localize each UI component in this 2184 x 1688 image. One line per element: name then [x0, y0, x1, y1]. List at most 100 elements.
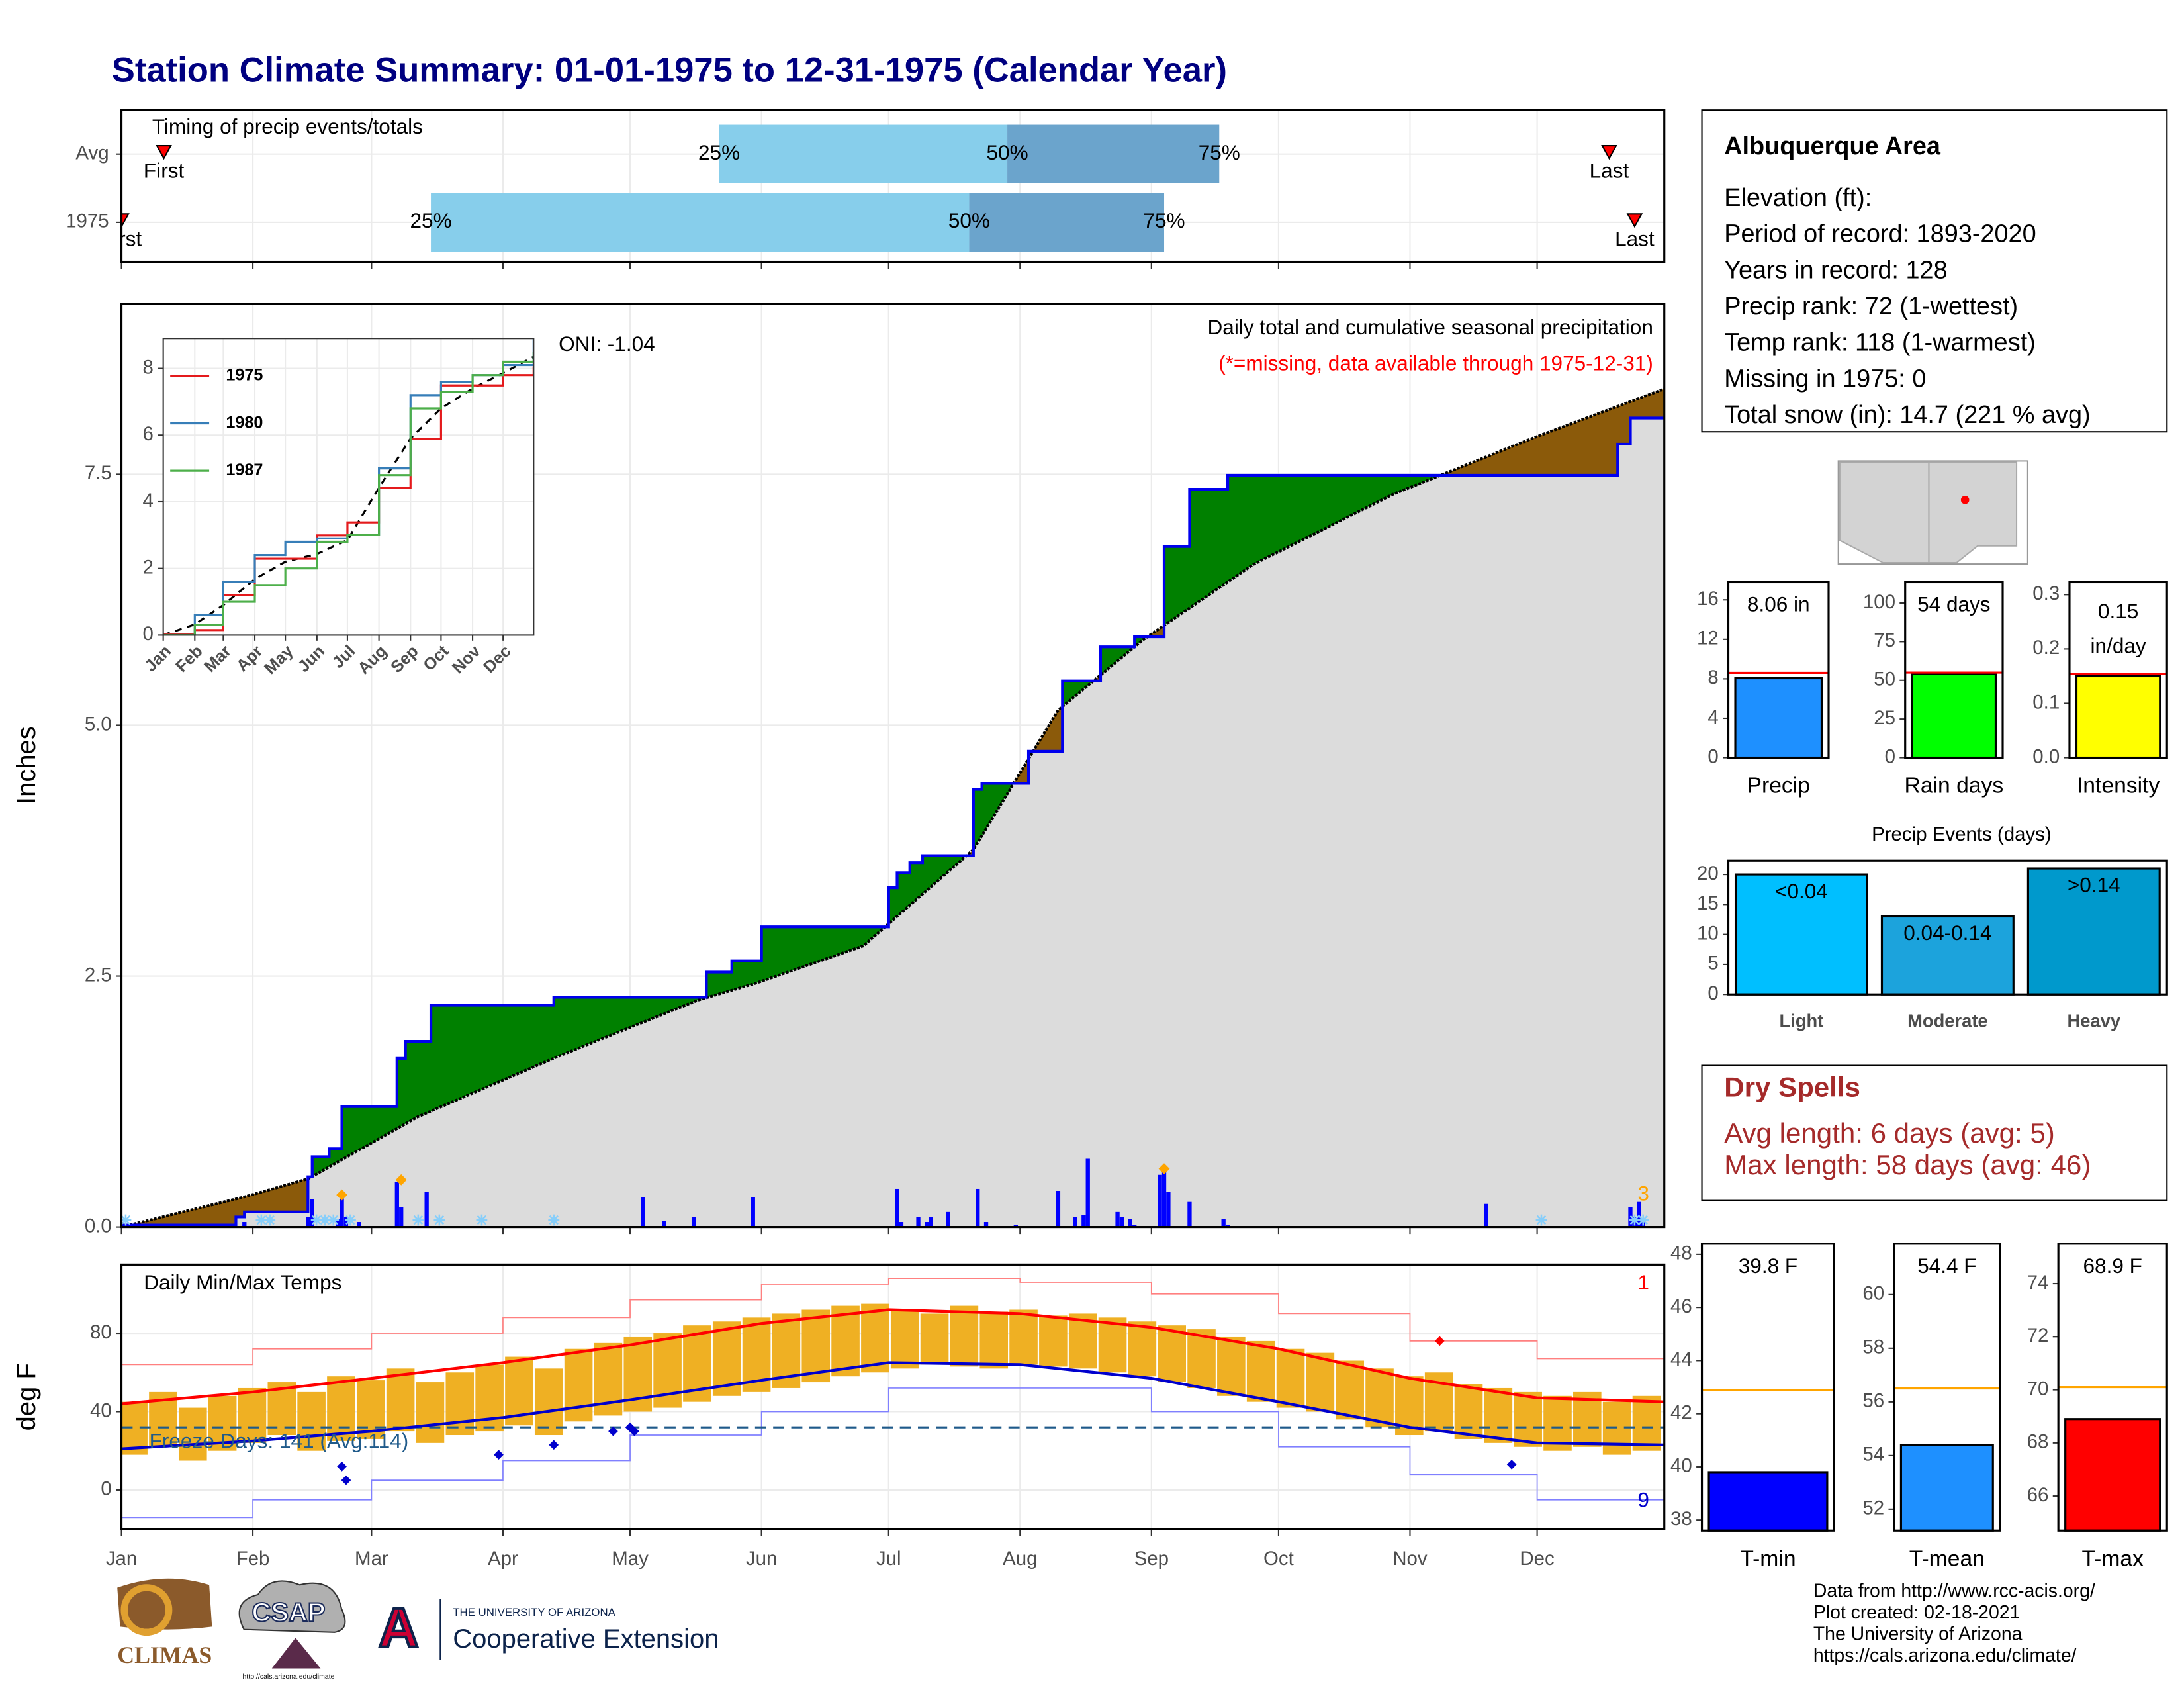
snow-star	[255, 1214, 267, 1226]
temp-range-bar	[920, 1313, 949, 1365]
bar	[1707, 1471, 1829, 1532]
y-tick-label: 4	[143, 490, 154, 512]
plot-area	[163, 338, 534, 635]
temps-title: Daily Min/Max Temps	[144, 1270, 341, 1294]
snow-star	[328, 1214, 340, 1226]
snow-star	[319, 1214, 331, 1226]
category-label: Intensity	[2077, 774, 2160, 798]
value-label: 39.8 F	[1739, 1254, 1797, 1278]
temp-range-bar	[1276, 1348, 1305, 1408]
plot-frame	[1904, 581, 2004, 759]
info-line: Elevation (ft):	[1724, 184, 1872, 212]
note: (*=missing, data available through 1975-…	[1218, 352, 1653, 375]
quartile-label: 75%	[1143, 209, 1185, 232]
series-line	[163, 352, 534, 635]
daily-bar	[306, 1217, 310, 1227]
plot-area: 25% 50% 75% First Last 25% 50% 75% First Last Timi…	[121, 110, 1664, 262]
y-tick-label: 100	[1863, 591, 1895, 613]
x-tick-label: Jan	[106, 1548, 137, 1570]
record-marker	[341, 1475, 351, 1485]
y-tick-label: 70	[2027, 1378, 2049, 1399]
y-tick-label: 5	[1707, 953, 1718, 974]
bar	[2075, 675, 2161, 759]
daily-bar	[929, 1217, 933, 1227]
x-tick-label: Jun	[746, 1548, 777, 1570]
y-tick-label: 0	[143, 623, 154, 645]
record-high-line	[121, 1278, 1664, 1366]
event-marker	[1601, 145, 1617, 160]
temp-range-bar	[979, 1311, 1009, 1369]
bar	[1734, 873, 1868, 996]
precip-marker	[336, 1189, 347, 1201]
event-label: Last	[1615, 227, 1655, 251]
y-axis-label: Inches	[12, 726, 41, 804]
plot-frame	[1700, 1243, 1835, 1532]
y-tick-label: 0.1	[2032, 691, 2060, 713]
y-tick-label: 25	[1874, 707, 1895, 729]
plot-frame	[1893, 1243, 2001, 1532]
dry-spells-lines: Avg length: 6 days (avg: 5)Max length: 5…	[1724, 1117, 2091, 1180]
count-label: 3	[1637, 1182, 1649, 1205]
y-tick-label: 0	[101, 1478, 111, 1500]
avg-max-line	[121, 1308, 1664, 1405]
y-tick-label: 66	[2027, 1484, 2049, 1506]
temp-range-bar	[238, 1387, 267, 1443]
legend-label: 1980	[226, 413, 263, 432]
y-tick-label: 48	[1670, 1243, 1692, 1264]
csap-mountain	[271, 1638, 321, 1669]
freeze-label: Freeze Days: 141 (Avg:114)	[150, 1429, 409, 1453]
x-tick-label: Sep	[1134, 1548, 1169, 1570]
daily-bar	[1484, 1203, 1488, 1227]
x-tick-label: Oct	[1263, 1548, 1294, 1570]
legend-label: 1975	[226, 366, 263, 385]
dry-spell-line: Avg length: 6 days (avg: 5)	[1724, 1117, 2055, 1149]
csap-url: http://cals.arizona.edu/climate	[243, 1673, 335, 1681]
quartile-bar	[969, 193, 1165, 252]
value-label: 68.9 F	[2083, 1254, 2142, 1278]
category-label: Light	[1780, 1011, 1824, 1031]
temp-range-bar	[1454, 1384, 1483, 1439]
daily-bar	[662, 1221, 666, 1227]
snow-star	[433, 1214, 445, 1226]
row-label: Avg	[75, 142, 109, 164]
temp-range-bar	[1068, 1313, 1097, 1369]
daily-bar	[641, 1197, 645, 1227]
daily-bar	[310, 1199, 314, 1227]
plot-frame	[120, 109, 1666, 263]
y-tick-label: 2.5	[85, 964, 112, 986]
event-marker	[121, 213, 130, 228]
temp-range-bar	[1009, 1309, 1038, 1365]
category-label: T-max	[2081, 1546, 2144, 1571]
y-tick-label: 44	[1670, 1348, 1692, 1370]
daily-bar	[1081, 1215, 1086, 1227]
quartile-label: 50%	[986, 140, 1028, 164]
snow-star	[344, 1214, 356, 1226]
quartile-bar	[1007, 124, 1220, 183]
csap-text: CSAP	[251, 1598, 325, 1627]
quartile-label: 50%	[948, 209, 990, 232]
value-label: 8.06 in	[1747, 592, 1810, 616]
y-tick-label: 8	[1707, 667, 1718, 688]
snow-star	[548, 1214, 560, 1226]
daily-bar	[1187, 1201, 1192, 1227]
value-label: 54.4 F	[1917, 1254, 1976, 1278]
bar	[1734, 677, 1823, 759]
y-tick-label: 72	[2027, 1325, 2049, 1346]
daily-bar	[343, 1217, 349, 1227]
temp-range-bar	[327, 1376, 355, 1441]
y-tick-label: 4	[1707, 706, 1718, 728]
temp-range-bar	[831, 1305, 860, 1377]
snow-star	[310, 1214, 322, 1226]
y-tick-label: 50	[1874, 669, 1895, 690]
credit-line: The University of Arizona	[1813, 1624, 2023, 1645]
dry-spells-title: Dry Spells	[1724, 1071, 1860, 1102]
y-tick-label: 5.0	[85, 713, 112, 735]
y-tick-label: 60	[1862, 1283, 1884, 1305]
daily-bar	[916, 1217, 921, 1227]
chart-title: Precip Events (days)	[1872, 823, 2052, 845]
y-tick-label: 52	[1862, 1497, 1884, 1519]
bin-label: 0.04-0.14	[1903, 921, 1991, 945]
daily-bar	[1637, 1201, 1641, 1227]
map-state	[1839, 461, 1930, 564]
snow-star	[121, 1214, 132, 1226]
